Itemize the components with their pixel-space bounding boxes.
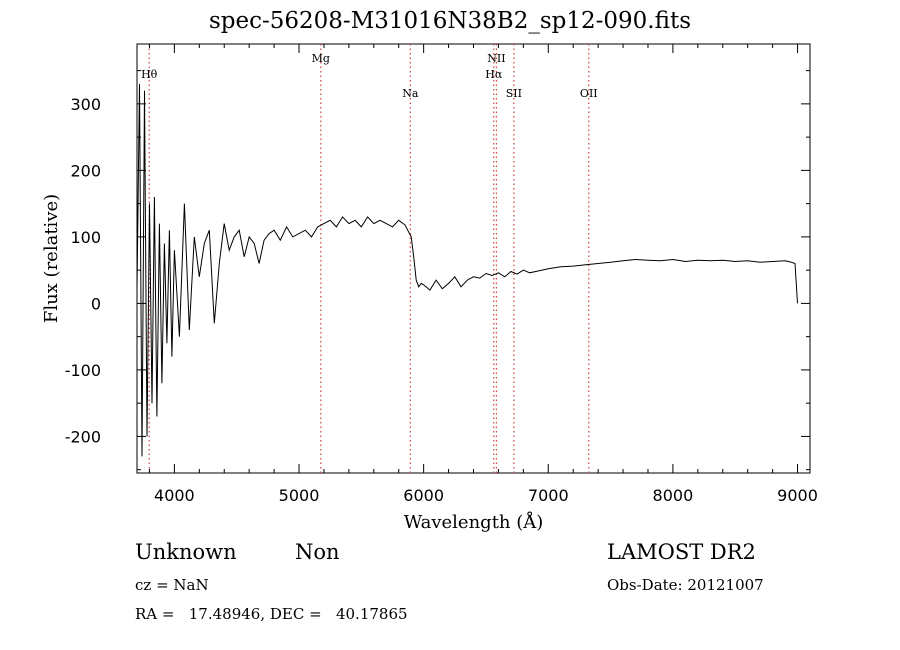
survey-label: LAMOST DR2 <box>607 540 756 564</box>
plot-frame-layer <box>136 43 811 474</box>
line-marker-label: Na <box>402 87 419 100</box>
line-marker-label: OII <box>580 87 598 100</box>
series-layer <box>136 83 798 457</box>
class-label: Unknown <box>135 540 237 564</box>
line-marker-label: Hα <box>485 68 503 81</box>
x-tick-label: 6000 <box>403 486 444 505</box>
line-marker-label: Mg <box>312 52 330 65</box>
plot-frame <box>136 43 811 474</box>
axis-label-layer: 4000 5000 6000 7000 8000 9000 -200 -100 0 100 200 3… <box>41 95 818 533</box>
x-tick-label: 4000 <box>154 486 195 505</box>
y-tick-label: -200 <box>65 427 101 446</box>
y-tick-label: 300 <box>70 95 101 114</box>
y-tick-label: -100 <box>65 361 101 380</box>
coords-label: RA = 17.48946, DEC = 40.17865 <box>135 605 408 623</box>
x-axis-label: Wavelength (Å) <box>404 511 544 533</box>
y-tick-label: 100 <box>70 228 101 247</box>
y-tick-label: 0 <box>91 294 101 313</box>
line-marker-label: Hθ <box>141 68 158 81</box>
x-tick-label: 9000 <box>777 486 818 505</box>
tick-layer <box>137 44 810 473</box>
y-axis-label: Flux (relative) <box>41 194 62 323</box>
chart-title: spec-56208-M31016N38B2_sp12-090.fits <box>208 8 692 34</box>
line-marker-label: NII <box>487 52 505 65</box>
subclass-label: Non <box>295 540 340 564</box>
x-tick-label: 7000 <box>528 486 569 505</box>
x-tick-label: 5000 <box>279 486 320 505</box>
obs-date-label: Obs-Date: 20121007 <box>607 576 764 594</box>
line-marker-label: SII <box>506 87 522 100</box>
y-tick-label: 200 <box>70 161 101 180</box>
x-tick-label: 8000 <box>653 486 694 505</box>
spectrum-line <box>136 83 798 457</box>
cz-label: cz = NaN <box>135 576 209 594</box>
